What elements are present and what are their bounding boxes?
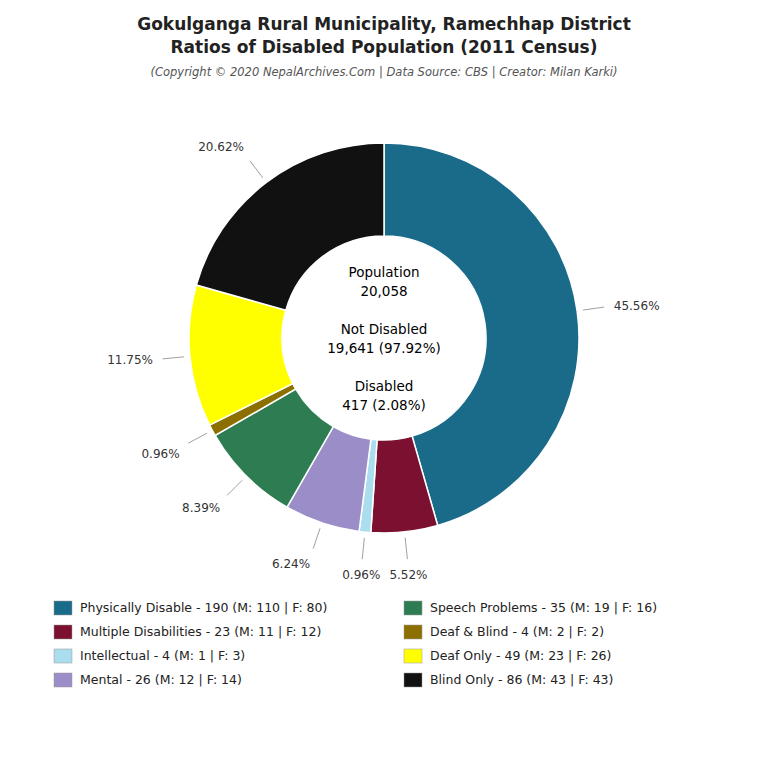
- leader-line: [188, 433, 207, 443]
- legend-entry: Speech Problems - 35 (M: 19 | F: 16): [430, 600, 657, 615]
- center-text: Population: [349, 264, 420, 280]
- slices: [189, 143, 579, 533]
- legend: Physically Disable - 190 (M: 110 | F: 80…: [54, 600, 657, 687]
- legend-entry: Deaf & Blind - 4 (M: 2 | F: 2): [430, 624, 604, 639]
- slice: [371, 436, 438, 533]
- leader-line: [250, 161, 263, 178]
- data-label: 20.62%: [198, 140, 244, 154]
- slice: [196, 143, 384, 310]
- center-text: 20,058: [360, 283, 407, 299]
- legend-entry: Blind Only - 86 (M: 43 | F: 43): [430, 672, 613, 687]
- legend-entry: Physically Disable - 190 (M: 110 | F: 80…: [80, 600, 327, 615]
- subtitle: (Copyright © 2020 NepalArchives.Com | Da…: [150, 65, 617, 79]
- chart-container: Gokulganga Rural Municipality, Ramechhap…: [0, 0, 768, 768]
- legend-swatch: [404, 601, 422, 615]
- legend-swatch: [404, 673, 422, 687]
- legend-swatch: [404, 625, 422, 639]
- leader-line: [227, 480, 242, 495]
- data-label: 6.24%: [272, 557, 310, 571]
- data-label: 5.52%: [389, 568, 427, 582]
- data-label: 8.39%: [182, 501, 220, 515]
- legend-swatch: [54, 625, 72, 639]
- center-text: Disabled: [355, 378, 414, 394]
- chart: Gokulganga Rural Municipality, Ramechhap…: [0, 0, 768, 768]
- data-label: 11.75%: [107, 353, 153, 367]
- title: Ratios of Disabled Population (2011 Cens…: [171, 37, 598, 57]
- legend-swatch: [54, 673, 72, 687]
- data-label: 0.96%: [141, 447, 179, 461]
- leader-line: [313, 528, 320, 548]
- legend-entry: Intellectual - 4 (M: 1 | F: 3): [80, 648, 245, 663]
- legend-swatch: [54, 601, 72, 615]
- legend-entry: Mental - 26 (M: 12 | F: 14): [80, 672, 242, 687]
- legend-swatch: [54, 649, 72, 663]
- legend-entry: Deaf Only - 49 (M: 23 | F: 26): [430, 648, 611, 663]
- data-label: 0.96%: [342, 568, 380, 582]
- legend-entry: Multiple Disabilities - 23 (M: 11 | F: 1…: [80, 624, 321, 639]
- legend-swatch: [404, 649, 422, 663]
- title: Gokulganga Rural Municipality, Ramechhap…: [137, 14, 631, 34]
- leader-line: [362, 538, 364, 559]
- center-text: 19,641 (97.92%): [327, 340, 441, 356]
- leader-line: [583, 307, 604, 310]
- data-labels: 45.56% 5.52% 0.96% 6.24% 8.39% 0.96% 11.75% 20.…: [107, 140, 659, 582]
- center-text: 417 (2.08%): [342, 397, 425, 413]
- leader-line: [405, 538, 407, 559]
- data-label: 45.56%: [614, 299, 660, 313]
- center-text: Not Disabled: [341, 321, 428, 337]
- leader-line: [163, 357, 184, 359]
